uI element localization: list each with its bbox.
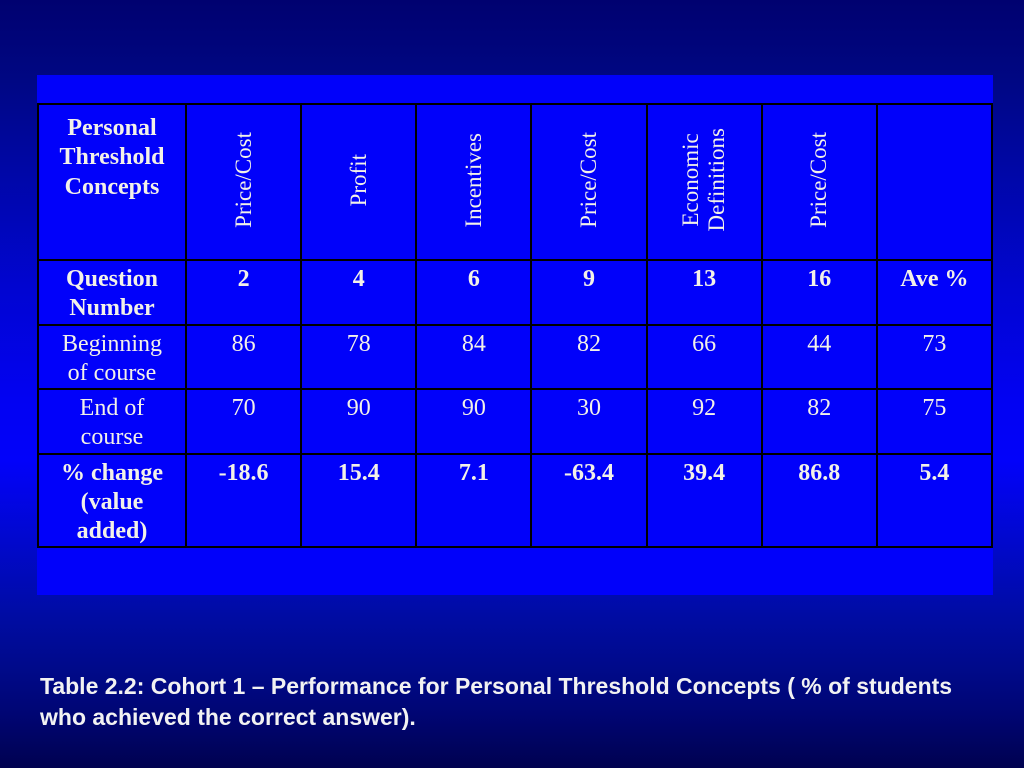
cell: 86.8: [760, 452, 878, 549]
question-number-row: Question Number 2 4 6 9 13 16 Ave %: [37, 259, 994, 326]
rotated-label: Price/Cost: [576, 131, 602, 228]
rotated-label: Incentives: [460, 132, 486, 228]
concept-header-incentives: Incentives: [415, 103, 533, 261]
rotated-label: Profit: [345, 153, 371, 207]
cell: 5.4: [875, 452, 994, 549]
performance-table: Personal Threshold Concepts Price/Cost P…: [37, 103, 994, 549]
concept-header-economic-definitions: Economic Definitions: [645, 103, 763, 261]
cell: 9: [530, 259, 648, 326]
table-block: Personal Threshold Concepts Price/Cost P…: [37, 75, 994, 595]
percent-change-row: % change (value added) -18.6 15.4 7.1 -6…: [37, 452, 994, 549]
cell: 30: [530, 388, 648, 455]
cell: Ave %: [875, 259, 994, 326]
empty-header-cell: [875, 103, 994, 261]
cell: 2: [184, 259, 303, 326]
concept-header-profit: Profit: [300, 103, 418, 261]
concept-header-price-cost-3: Price/Cost: [760, 103, 878, 261]
concept-header-row: Personal Threshold Concepts Price/Cost P…: [37, 103, 994, 261]
cell: 82: [760, 388, 878, 455]
cell: 15.4: [300, 452, 418, 549]
cell: 70: [184, 388, 303, 455]
cell: 90: [415, 388, 533, 455]
cell: 82: [530, 323, 648, 391]
cell: 16: [760, 259, 878, 326]
rotated-label: Economic Definitions: [678, 128, 730, 232]
concept-header-price-cost-1: Price/Cost: [184, 103, 303, 261]
beginning-of-course-row: Beginning of course 86 78 84 82 66 44 73: [37, 323, 994, 391]
table-caption: Table 2.2: Cohort 1 – Performance for Pe…: [40, 673, 953, 730]
cell: 13: [645, 259, 763, 326]
cell: 44: [760, 323, 878, 391]
cell: 7.1: [415, 452, 533, 549]
concept-header-price-cost-2: Price/Cost: [530, 103, 648, 261]
table-corner-header: Personal Threshold Concepts: [37, 103, 187, 261]
cell: 39.4: [645, 452, 763, 549]
row-label: Beginning of course: [37, 323, 187, 391]
cell: -63.4: [530, 452, 648, 549]
row-label: End of course: [37, 388, 187, 455]
cell: -18.6: [184, 452, 303, 549]
cell: 78: [300, 323, 418, 391]
row-label: Question Number: [37, 259, 187, 326]
rotated-label: Price/Cost: [806, 131, 832, 228]
end-of-course-row: End of course 70 90 90 30 92 82 75: [37, 388, 994, 455]
cell: 92: [645, 388, 763, 455]
cell: 6: [415, 259, 533, 326]
cell: 66: [645, 323, 763, 391]
row-label: % change (value added): [37, 452, 187, 549]
cell: 90: [300, 388, 418, 455]
rotated-label: Price/Cost: [230, 131, 256, 228]
cell: 4: [300, 259, 418, 326]
cell: 84: [415, 323, 533, 391]
cell: 86: [184, 323, 303, 391]
cell: 75: [875, 388, 994, 455]
cell: 73: [875, 323, 994, 391]
